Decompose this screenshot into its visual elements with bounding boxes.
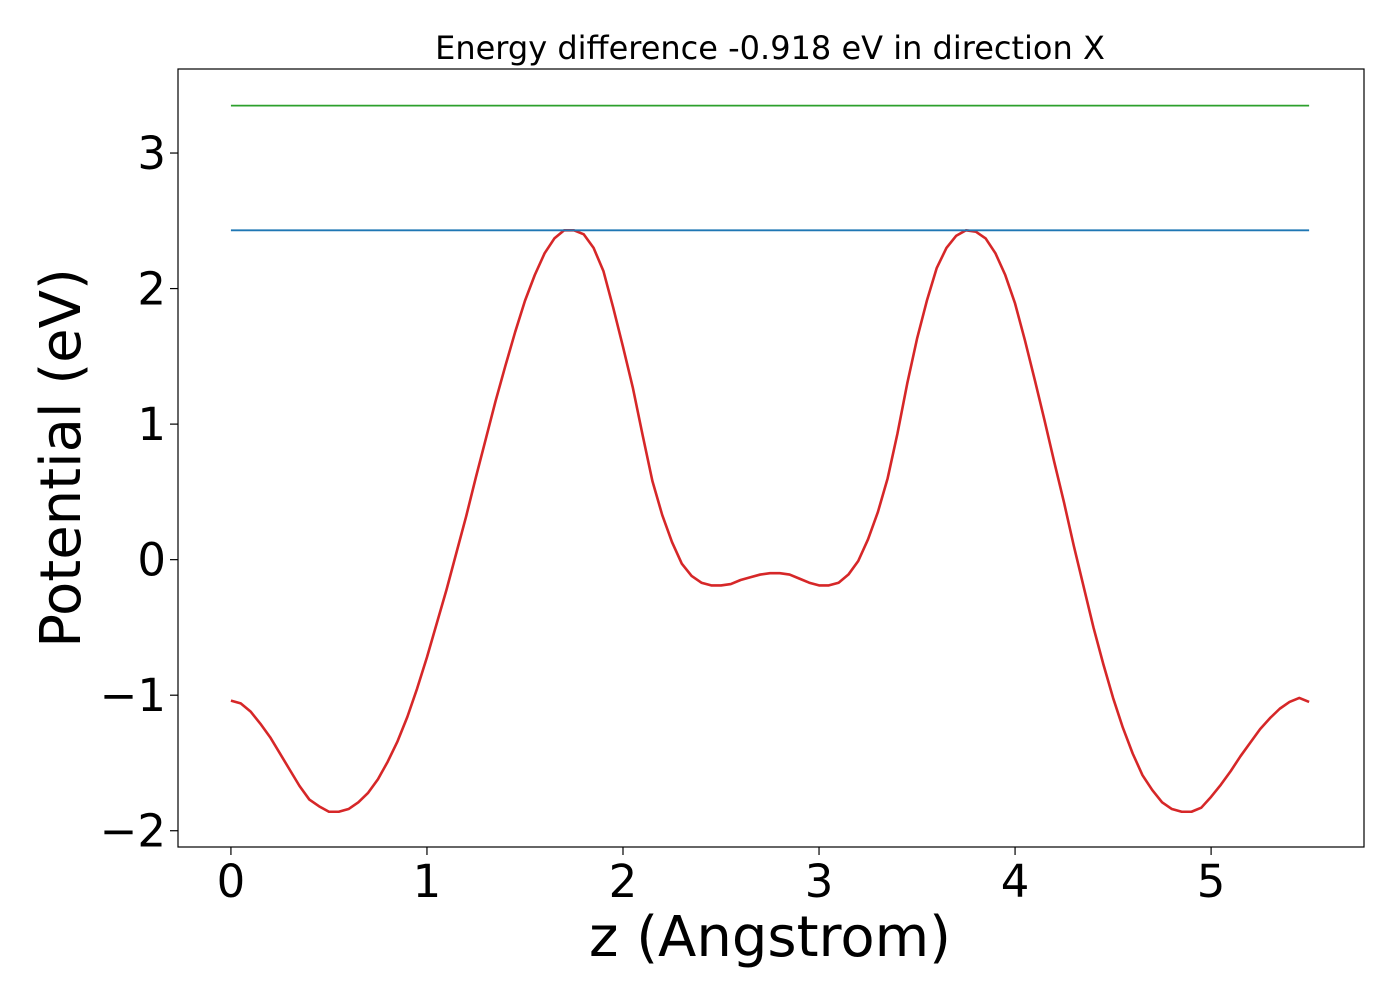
x-tick-label: 1 [413,855,442,908]
x-axis-label: z (Angstrom) [589,905,951,970]
series-layer [230,104,1310,814]
y-tick-label: 1 [137,398,166,451]
y-tick-label: 3 [137,127,166,180]
y-tick-label: −1 [100,669,166,722]
x-tick-label: 3 [805,855,834,908]
y-tick-label: −2 [100,805,166,858]
y-tick-label: 2 [137,263,166,316]
y-axis-label: Potential (eV) [29,268,94,648]
y-tick-label: 0 [137,534,166,587]
series-line-1 [230,228,1310,814]
x-ticks: 0 1 2 3 4 5 [217,847,1226,908]
x-tick-label: 2 [609,855,638,908]
x-tick-label: 4 [1001,855,1030,908]
plot-frame [177,68,1365,848]
y-ticks: −2 −1 0 1 2 3 [100,127,178,858]
x-tick-label: 0 [217,855,246,908]
chart-title: Energy difference -0.918 eV in direction… [435,29,1105,67]
x-tick-label: 5 [1197,855,1226,908]
